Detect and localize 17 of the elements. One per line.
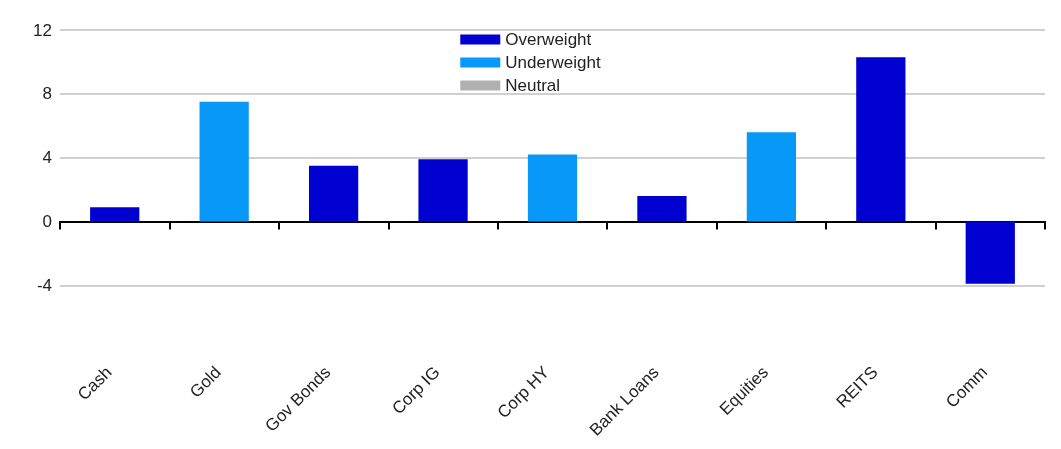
bar	[199, 101, 249, 222]
legend-label: Overweight	[505, 30, 592, 49]
bar	[856, 57, 906, 222]
y-tick-label: 0	[42, 212, 52, 232]
y-tick-label: 4	[42, 148, 52, 168]
bar	[746, 132, 797, 222]
bar	[965, 221, 1015, 284]
bar	[418, 159, 468, 222]
bar	[637, 196, 687, 222]
bar	[527, 154, 578, 222]
legend-label: Neutral	[505, 76, 561, 95]
legend-label: Underweight	[505, 53, 601, 72]
bar	[308, 165, 359, 222]
y-tick-label: -4	[36, 275, 52, 295]
bar	[90, 207, 140, 222]
y-tick-label: 8	[42, 84, 52, 104]
y-tick-label: 12	[33, 20, 52, 40]
